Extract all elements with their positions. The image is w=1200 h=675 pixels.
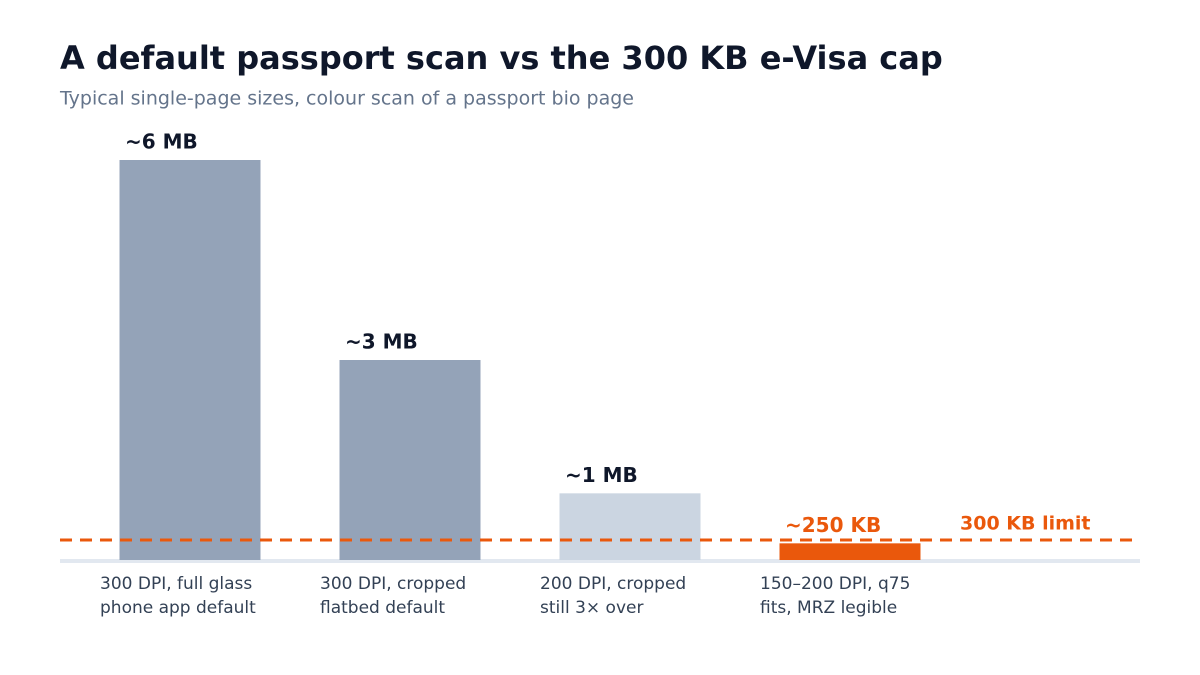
x-tick-label: fits, MRZ legible	[760, 598, 897, 618]
baseline	[60, 559, 1140, 563]
chart-title: A default passport scan vs the 300 KB e-…	[60, 39, 943, 77]
value-label: ~1 MB	[565, 463, 638, 487]
x-tick-label: 300 DPI, full glass	[100, 574, 252, 594]
reference-label: 300 KB limit	[960, 513, 1091, 535]
value-label: ~3 MB	[345, 330, 418, 354]
bar	[339, 360, 481, 560]
x-tick-label: flatbed default	[320, 598, 445, 618]
chart-subtitle: Typical single-page sizes, colour scan o…	[59, 88, 634, 110]
x-tick-label: 300 DPI, cropped	[320, 574, 466, 594]
x-tick-label: still 3× over	[540, 598, 643, 618]
value-label: ~6 MB	[125, 130, 198, 154]
bar	[119, 160, 261, 560]
bar	[779, 543, 921, 560]
x-tick-label: phone app default	[100, 598, 256, 618]
x-tick-label: 150–200 DPI, q75	[760, 574, 910, 594]
value-label: ~250 KB	[785, 513, 881, 537]
bar	[559, 493, 701, 560]
x-tick-label: 200 DPI, cropped	[540, 574, 686, 594]
